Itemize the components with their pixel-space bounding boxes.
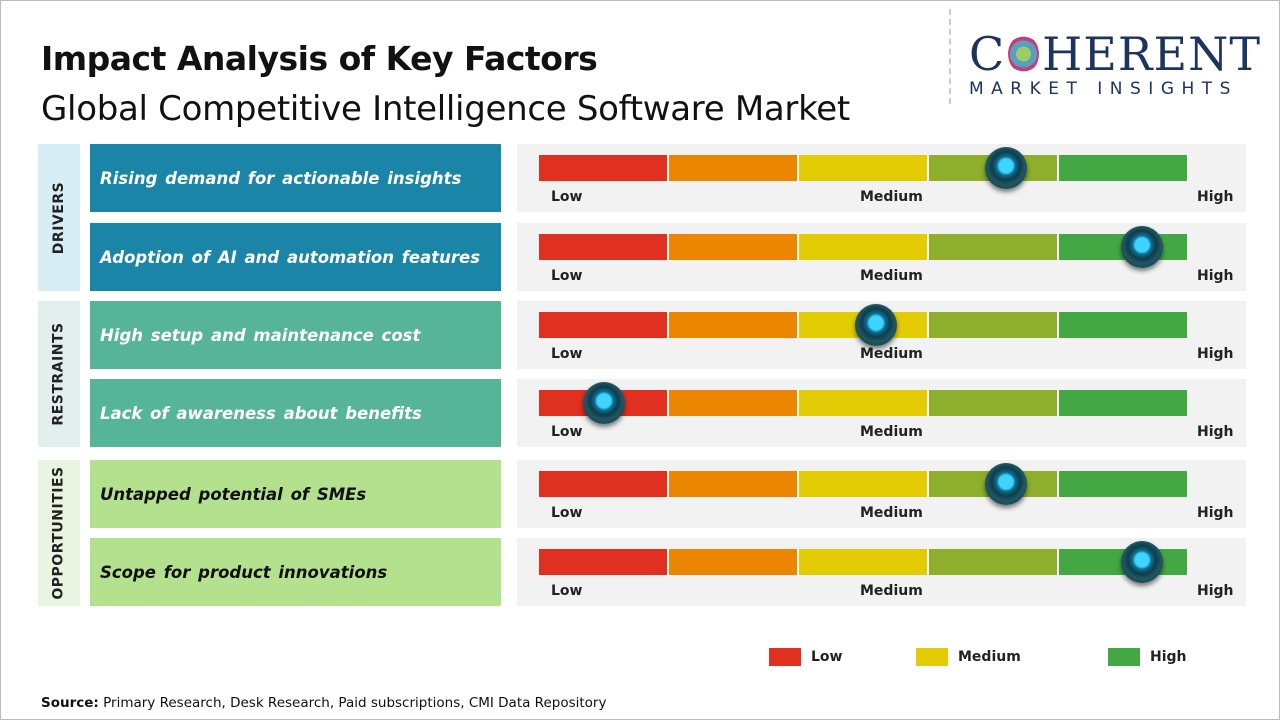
impact-gauge: Low Medium High xyxy=(517,538,1246,606)
scale-low-label: Low xyxy=(551,268,583,284)
gauge-segment-4 xyxy=(929,390,1059,416)
gauge-segment-2 xyxy=(669,390,799,416)
gauge-bar xyxy=(539,549,1187,575)
factor-label: Adoption of AI and automation features xyxy=(90,223,501,291)
scale-low-label: Low xyxy=(551,189,583,205)
gauge-segment-5 xyxy=(1059,390,1187,416)
gauge-segment-4 xyxy=(929,549,1059,575)
impact-marker xyxy=(854,304,897,346)
category-opportunities: OPPORTUNITIES xyxy=(38,460,80,606)
impact-marker xyxy=(984,147,1027,189)
scale-high-label: High xyxy=(1197,268,1234,284)
gauge-bar xyxy=(539,312,1187,338)
gauge-segment-3 xyxy=(799,471,929,497)
category-restraints: RESTRAINTS xyxy=(38,301,80,447)
gauge-bar xyxy=(539,390,1187,416)
scale-low-label: Low xyxy=(551,346,583,362)
impact-marker xyxy=(984,463,1027,505)
gauge-bar xyxy=(539,234,1187,260)
legend-label: High xyxy=(1150,649,1187,665)
gauge-segment-4 xyxy=(929,312,1059,338)
scale-low-label: Low xyxy=(551,583,583,599)
gauge-segment-5 xyxy=(1059,471,1187,497)
source-note: Source: Primary Research, Desk Research,… xyxy=(41,695,606,711)
gauge-segment-3 xyxy=(799,390,929,416)
gauge-segment-1 xyxy=(539,234,669,260)
scale-medium-label: Medium xyxy=(860,268,923,284)
scale-high-label: High xyxy=(1197,424,1234,440)
gauge-bar xyxy=(539,155,1187,181)
impact-gauge: Low Medium High xyxy=(517,144,1246,212)
legend-swatch-high xyxy=(1108,648,1140,666)
factor-label: Rising demand for actionable insights xyxy=(90,144,501,212)
logo-tagline: MARKET INSIGHTS xyxy=(969,79,1238,99)
scale-high-label: High xyxy=(1197,189,1234,205)
gauge-segment-3 xyxy=(799,234,929,260)
impact-gauge: Low Medium High xyxy=(517,223,1246,291)
gauge-segment-4 xyxy=(929,234,1059,260)
company-logo: C HERENT MARKET INSIGHTS xyxy=(969,31,1261,99)
gauge-segment-2 xyxy=(669,549,799,575)
gauge-segment-2 xyxy=(669,471,799,497)
logo-word: HERENT xyxy=(1042,27,1261,81)
gauge-segment-3 xyxy=(799,155,929,181)
page-title: Impact Analysis of Key Factors xyxy=(41,39,598,78)
factor-label: Untapped potential of SMEs xyxy=(90,460,501,528)
scale-high-label: High xyxy=(1197,583,1234,599)
gauge-segment-1 xyxy=(539,549,669,575)
category-label: OPPORTUNITIES xyxy=(51,466,68,600)
legend-high: High xyxy=(1108,648,1187,666)
legend-swatch-low xyxy=(769,648,801,666)
legend-label: Low xyxy=(811,649,843,665)
legend-swatch-medium xyxy=(916,648,948,666)
scale-medium-label: Medium xyxy=(860,583,923,599)
category-label: RESTRAINTS xyxy=(51,322,67,426)
scale-medium-label: Medium xyxy=(860,424,923,440)
impact-gauge: Low Medium High xyxy=(517,301,1246,369)
gauge-segment-2 xyxy=(669,155,799,181)
gauge-segment-1 xyxy=(539,312,669,338)
scale-medium-label: Medium xyxy=(860,505,923,521)
impact-marker xyxy=(1120,541,1163,583)
gauge-bar xyxy=(539,471,1187,497)
legend-label: Medium xyxy=(958,649,1021,665)
impact-gauge: Low Medium High xyxy=(517,460,1246,528)
scale-high-label: High xyxy=(1197,346,1234,362)
legend-low: Low xyxy=(769,648,842,666)
impact-gauge: Low Medium High xyxy=(517,379,1246,447)
category-drivers: DRIVERS xyxy=(38,144,80,291)
legend-medium: Medium xyxy=(916,648,1021,666)
impact-marker xyxy=(582,382,625,424)
page-subtitle: Global Competitive Intelligence Software… xyxy=(41,89,850,129)
gauge-segment-1 xyxy=(539,155,669,181)
gauge-segment-2 xyxy=(669,234,799,260)
scale-medium-label: Medium xyxy=(860,189,923,205)
gauge-segment-3 xyxy=(799,549,929,575)
factor-label: Scope for product innovations xyxy=(90,538,501,606)
source-label: Source: xyxy=(41,695,99,711)
scale-medium-label: Medium xyxy=(860,346,923,362)
impact-marker xyxy=(1120,226,1163,268)
header-divider xyxy=(949,9,951,104)
logo-letter: C xyxy=(969,27,1006,81)
scale-high-label: High xyxy=(1197,505,1234,521)
factor-label: High setup and maintenance cost xyxy=(90,301,501,369)
gauge-segment-2 xyxy=(669,312,799,338)
gauge-segment-1 xyxy=(539,471,669,497)
globe-icon xyxy=(1008,35,1040,73)
scale-low-label: Low xyxy=(551,505,583,521)
gauge-segment-5 xyxy=(1059,155,1187,181)
gauge-segment-5 xyxy=(1059,312,1187,338)
category-label: DRIVERS xyxy=(51,181,67,254)
factor-label: Lack of awareness about benefits xyxy=(90,379,501,447)
source-text: Primary Research, Desk Research, Paid su… xyxy=(98,695,607,711)
scale-low-label: Low xyxy=(551,424,583,440)
